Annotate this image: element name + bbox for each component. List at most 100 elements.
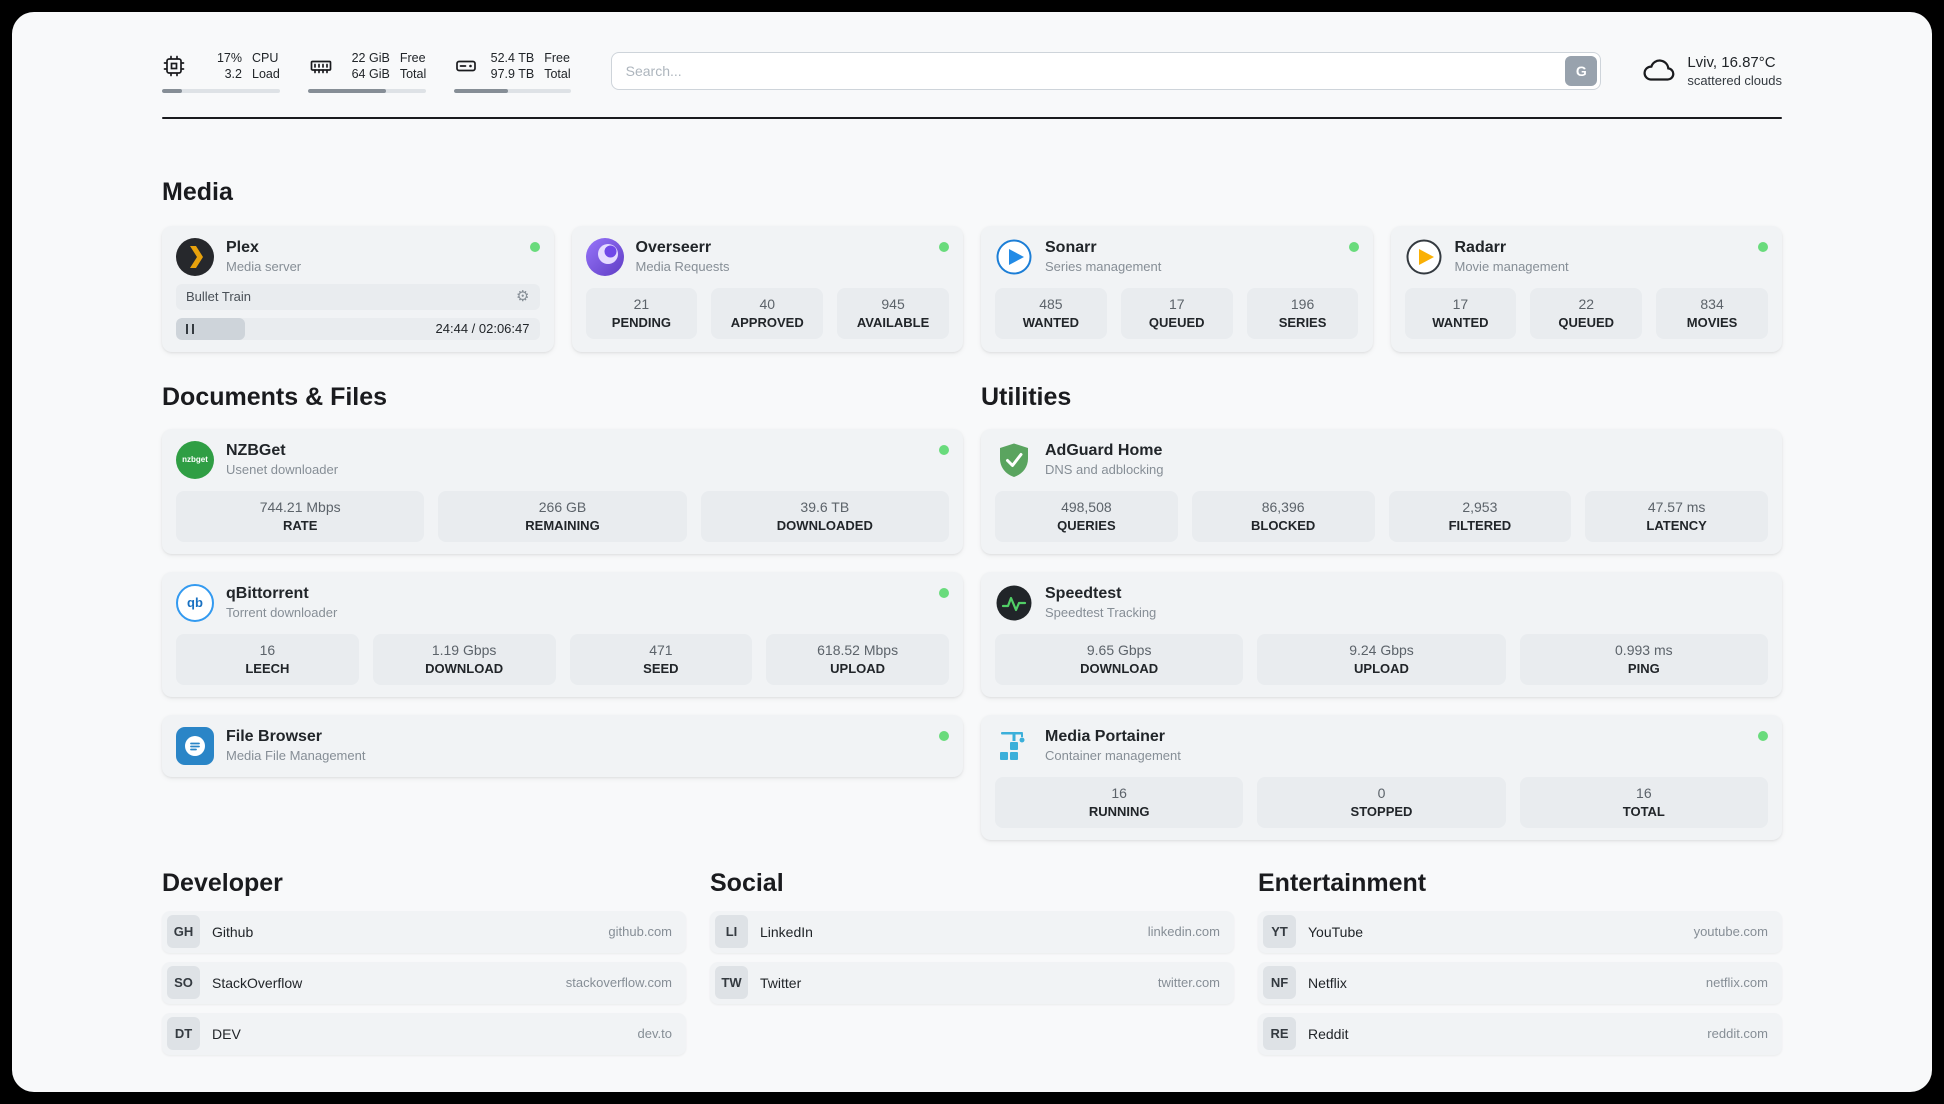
bookmark-url: twitter.com xyxy=(1157,975,1220,990)
bookmark-github[interactable]: GH Github github.com xyxy=(162,910,686,953)
bookmark-reddit[interactable]: RE Reddit reddit.com xyxy=(1258,1012,1782,1055)
radarr-titles: Radarr Movie management xyxy=(1455,239,1569,274)
sonarr-icon xyxy=(995,238,1033,276)
filebrowser-card[interactable]: File Browser Media File Management xyxy=(162,714,963,777)
app-name: Speedtest xyxy=(1045,585,1122,602)
documents-section-title: Documents & Files xyxy=(162,382,388,411)
bookmark-name: LinkedIn xyxy=(760,923,813,940)
stat-filtered: 2,953 FILTERED xyxy=(1388,490,1572,542)
bookmark-name: Netflix xyxy=(1308,974,1347,991)
app-name: Media Portainer xyxy=(1045,728,1166,745)
plex-card[interactable]: Plex Media server Bullet Train ⚙ 24:44 /… xyxy=(162,225,554,352)
stat-value: 40 xyxy=(759,295,776,312)
nzbget-card[interactable]: nzbget NZBGet Usenet downloader 744.21 M… xyxy=(162,428,963,554)
speedtest-icon xyxy=(995,584,1033,622)
system-stats: 17% 3.2 CPU Load xyxy=(162,50,571,93)
app-name: File Browser xyxy=(226,728,323,745)
entertainment-column: Entertainment YT YouTube youtube.com NF … xyxy=(1258,868,1782,1055)
stat-label: STOPPED xyxy=(1350,803,1413,819)
filebrowser-card-header: File Browser Media File Management xyxy=(176,726,949,765)
stat-label: TOTAL xyxy=(1622,803,1665,819)
stat-value: 1.19 Gbps xyxy=(431,641,497,658)
app-name: Sonarr xyxy=(1045,239,1097,256)
bookmark-url: netflix.com xyxy=(1705,975,1768,990)
stat-value: 485 xyxy=(1039,295,1063,312)
adguard-icon xyxy=(995,441,1033,479)
portainer-card[interactable]: Media Portainer Container management 16 … xyxy=(981,714,1782,840)
qbittorrent-icon: qb xyxy=(176,583,214,622)
adguard-stats: 498,508 QUERIES 86,396 BLOCKED 2,953 FIL… xyxy=(995,490,1768,542)
portainer-stats: 16 RUNNING 0 STOPPED 16 TOTAL xyxy=(995,776,1768,828)
stat-value: 47.57 ms xyxy=(1647,498,1706,515)
social-section-title: Social xyxy=(710,868,784,897)
player-progress-bar[interactable]: 24:44 / 02:06:47 xyxy=(176,317,540,340)
settings-icon[interactable]: ⚙ xyxy=(516,288,530,305)
developer-section-title: Developer xyxy=(162,868,283,897)
bookmark-url: reddit.com xyxy=(1707,1026,1768,1041)
stat-label: SEED xyxy=(643,660,679,676)
bookmark-url: stackoverflow.com xyxy=(565,975,672,990)
stat-value: 196 xyxy=(1290,295,1315,312)
ram-total-value: 64 GiB xyxy=(351,67,390,82)
cloud-icon xyxy=(1641,54,1677,89)
cpu-widget: 17% 3.2 CPU Load xyxy=(162,50,280,93)
speedtest-card[interactable]: Speedtest Speedtest Tracking 9.65 Gbps D… xyxy=(981,571,1782,697)
bookmark-stackoverflow[interactable]: SO StackOverflow stackoverflow.com xyxy=(162,961,686,1004)
stat-value: 9.65 Gbps xyxy=(1086,641,1152,658)
plex-icon xyxy=(176,237,214,276)
disk-free-value: 52.4 TB xyxy=(490,51,535,65)
bookmark-netflix[interactable]: NF Netflix netflix.com xyxy=(1258,961,1782,1004)
sonarr-card[interactable]: Sonarr Series management 485 WANTED 17 Q… xyxy=(981,225,1373,352)
app-subtitle: Speedtest Tracking xyxy=(1045,605,1157,620)
stat-label: MOVIES xyxy=(1686,314,1738,330)
cpu-values: 17% 3.2 xyxy=(196,50,242,83)
status-dot xyxy=(1758,730,1768,741)
stat-upload: 618.52 Mbps UPLOAD xyxy=(766,633,949,685)
ram-widget: 22 GiB 64 GiB Free Total xyxy=(307,50,427,93)
search-engine-button[interactable]: G xyxy=(1565,56,1598,87)
portainer-titles: Media Portainer Container management xyxy=(1045,728,1181,763)
overseerr-card[interactable]: Overseerr Media Requests 21 PENDING 40 A… xyxy=(571,225,963,352)
status-dot xyxy=(1348,241,1359,252)
stat-approved: 40 APPROVED xyxy=(711,287,824,339)
sonarr-titles: Sonarr Series management xyxy=(1045,239,1161,274)
stat-value: 471 xyxy=(649,641,673,658)
radarr-card[interactable]: Radarr Movie management 17 WANTED 22 QUE… xyxy=(1390,225,1782,352)
ram-free-label: Free xyxy=(399,51,426,65)
bookmark-dev[interactable]: DT DEV dev.to xyxy=(162,1012,686,1055)
pause-icon[interactable] xyxy=(186,323,194,334)
memory-icon xyxy=(308,54,334,78)
qbittorrent-card[interactable]: qb qBittorrent Torrent downloader 16 xyxy=(162,571,963,697)
adguard-card[interactable]: AdGuard Home DNS and adblocking 498,508 … xyxy=(981,428,1782,554)
stat-upload: 9.24 Gbps UPLOAD xyxy=(1257,633,1506,685)
bookmark-url: github.com xyxy=(608,924,672,939)
app-subtitle: Movie management xyxy=(1454,259,1569,274)
stat-running: 16 RUNNING xyxy=(995,776,1244,828)
app-subtitle: DNS and adblocking xyxy=(1045,462,1164,477)
app-subtitle: Media Requests xyxy=(635,259,730,274)
cpu-icon xyxy=(162,54,186,78)
search-input[interactable] xyxy=(610,52,1602,91)
stat-label: LEECH xyxy=(245,660,290,676)
stat-blocked: 86,396 BLOCKED xyxy=(1191,490,1375,542)
developer-column: Developer GH Github github.com SO StackO… xyxy=(162,868,686,1055)
stat-latency: 47.57 ms LATENCY xyxy=(1585,490,1768,542)
bookmark-name: DEV xyxy=(212,1025,241,1042)
disk-labels: Free Total xyxy=(544,50,570,83)
stat-value: 834 xyxy=(1700,295,1724,312)
search-bar: G xyxy=(610,52,1602,91)
status-dot xyxy=(529,241,540,252)
app-subtitle: Media server xyxy=(226,259,302,274)
github-icon: GH xyxy=(167,915,200,948)
bookmark-twitter[interactable]: TW Twitter twitter.com xyxy=(710,961,1234,1004)
radarr-icon xyxy=(1405,238,1443,276)
stat-queries: 498,508 QUERIES xyxy=(995,490,1178,542)
stat-value: 16 xyxy=(259,641,276,658)
top-bar: 17% 3.2 CPU Load xyxy=(162,50,1782,93)
weather-condition: scattered clouds xyxy=(1687,73,1782,89)
cpu-percent: 17% xyxy=(216,51,242,65)
bookmark-linkedin[interactable]: LI LinkedIn linkedin.com xyxy=(710,910,1234,953)
stat-wanted: 17 WANTED xyxy=(1404,287,1517,339)
bookmark-youtube[interactable]: YT YouTube youtube.com xyxy=(1258,910,1782,953)
overseerr-titles: Overseerr Media Requests xyxy=(636,239,730,274)
